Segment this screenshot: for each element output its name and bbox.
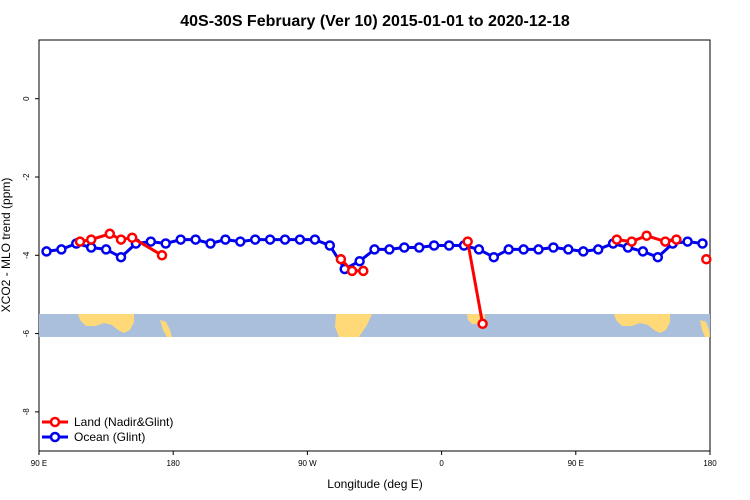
data-point: [548, 242, 559, 253]
data-point: [279, 234, 291, 245]
data-point: [652, 251, 664, 263]
data-point: [205, 238, 216, 249]
data-point: [324, 240, 336, 251]
data-point: [56, 244, 67, 255]
data-point: [563, 244, 574, 255]
y-tick-label: -2: [22, 173, 31, 181]
y-tick-label: -6: [22, 329, 31, 337]
legend-land-label: Land (Nadir&Glint): [74, 415, 173, 429]
x-tick-label: 180: [703, 459, 717, 468]
x-tick-label: 0: [439, 459, 444, 468]
plot-frame: [38, 39, 711, 452]
chart-title: 40S-30S February (Ver 10) 2015-01-01 to …: [180, 13, 570, 30]
data-point: [145, 236, 157, 247]
data-point: [41, 246, 52, 257]
y-axis: 0 -2 -4 -6 -8: [22, 96, 39, 415]
data-point: [701, 253, 712, 265]
data-point: [660, 236, 671, 247]
data-point: [503, 244, 514, 255]
series-land: [74, 228, 712, 330]
data-point: [346, 265, 358, 277]
data-point: [115, 234, 127, 245]
map-land-australia-east: [614, 314, 670, 333]
data-point: [115, 251, 127, 263]
legend-ocean-label: Ocean (Glint): [74, 430, 145, 444]
data-point: [294, 234, 306, 245]
data-point: [335, 253, 347, 265]
data-point: [462, 236, 473, 247]
data-point: [264, 234, 276, 245]
data-point: [156, 250, 168, 261]
map-land-australia-west: [78, 314, 134, 333]
x-tick-label: 90 E: [31, 459, 47, 468]
legend-land-marker: [49, 416, 61, 428]
y-axis-label: XCO2 - MLO trend (ppm): [0, 178, 13, 313]
x-axis: 90 E 180 90 W 0 90 E 180: [31, 451, 717, 468]
data-point: [190, 234, 201, 245]
data-point: [428, 240, 440, 251]
series-ocean: [41, 234, 708, 275]
data-point: [488, 251, 500, 263]
data-point: [671, 234, 682, 245]
y-tick-label: -4: [22, 251, 31, 259]
data-point: [100, 244, 112, 255]
data-point: [578, 246, 589, 257]
y-tick-label: 0: [22, 96, 31, 101]
data-point: [126, 232, 138, 243]
x-tick-label: 180: [167, 459, 181, 468]
map-strip: [39, 314, 710, 337]
data-point: [175, 234, 186, 245]
data-point: [533, 244, 544, 255]
y-tick-label: -8: [22, 408, 31, 416]
series-layer: [41, 228, 712, 330]
data-point: [358, 265, 369, 277]
legend-ocean-marker: [49, 431, 61, 443]
x-axis-label: Longitude (deg E): [327, 477, 422, 491]
x-tick-label: 90 W: [298, 459, 317, 468]
data-point: [611, 234, 623, 245]
data-point: [641, 230, 652, 241]
map-land-south-america: [335, 314, 372, 337]
data-point: [592, 244, 604, 255]
data-point: [518, 244, 529, 255]
data-point: [74, 236, 86, 247]
data-point: [309, 234, 321, 245]
data-point: [384, 244, 395, 255]
data-point: [104, 228, 116, 240]
data-point: [626, 236, 637, 247]
data-point: [697, 238, 708, 249]
data-point: [637, 246, 649, 257]
data-point: [473, 244, 485, 255]
data-point: [369, 244, 380, 255]
data-point: [413, 242, 425, 253]
data-point: [682, 236, 693, 247]
data-point: [249, 234, 261, 245]
map-land-new-zealand-east: [700, 320, 710, 337]
data-point: [399, 242, 410, 253]
map-ocean-band: [39, 314, 710, 337]
data-point: [235, 236, 246, 247]
data-point: [477, 318, 488, 330]
map-land-new-zealand-west: [160, 320, 172, 337]
legend: Land (Nadir&Glint) Ocean (Glint): [42, 415, 173, 444]
data-point: [160, 238, 171, 249]
data-point: [220, 234, 231, 245]
series-line: [466, 241, 485, 325]
data-point: [354, 255, 365, 267]
data-point: [443, 240, 455, 251]
x-tick-label: 90 E: [568, 459, 584, 468]
data-point: [85, 234, 97, 245]
